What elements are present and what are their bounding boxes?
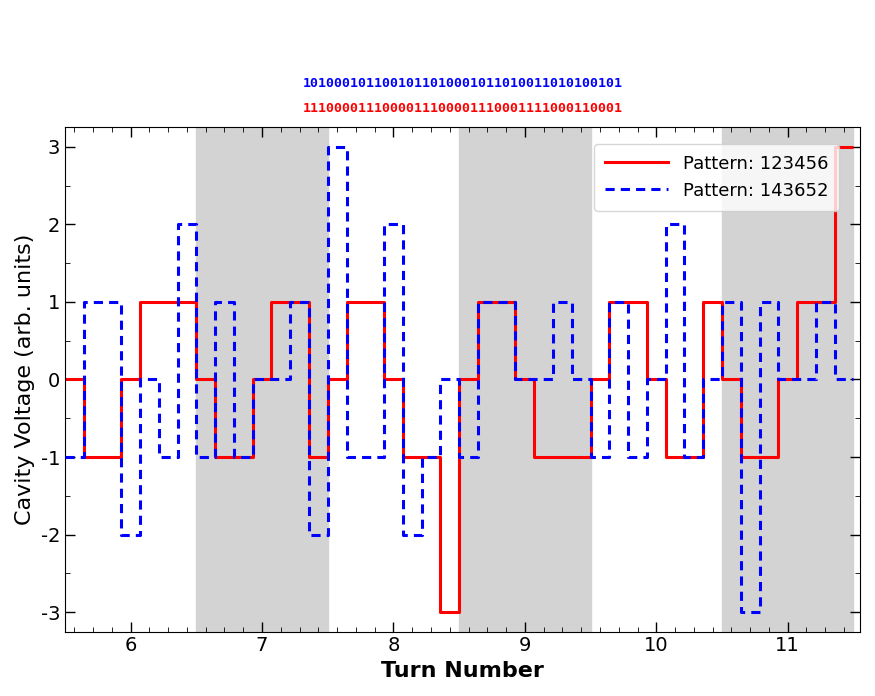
Bar (459, 127, 591, 631)
Bar (196, 127, 328, 631)
Bar (722, 127, 853, 631)
Text: 1010001011001011010001011010011010100101: 1010001011001011010001011010011010100101 (303, 77, 622, 90)
Legend: Pattern: 123456, Pattern: 143652: Pattern: 123456, Pattern: 143652 (594, 144, 839, 211)
X-axis label: Turn Number: Turn Number (381, 661, 544, 681)
Y-axis label: Cavity Voltage (arb. units): Cavity Voltage (arb. units) (15, 234, 35, 525)
Text: 1110000111000011100001110001111000110001: 1110000111000011100001110001111000110001 (303, 102, 622, 115)
